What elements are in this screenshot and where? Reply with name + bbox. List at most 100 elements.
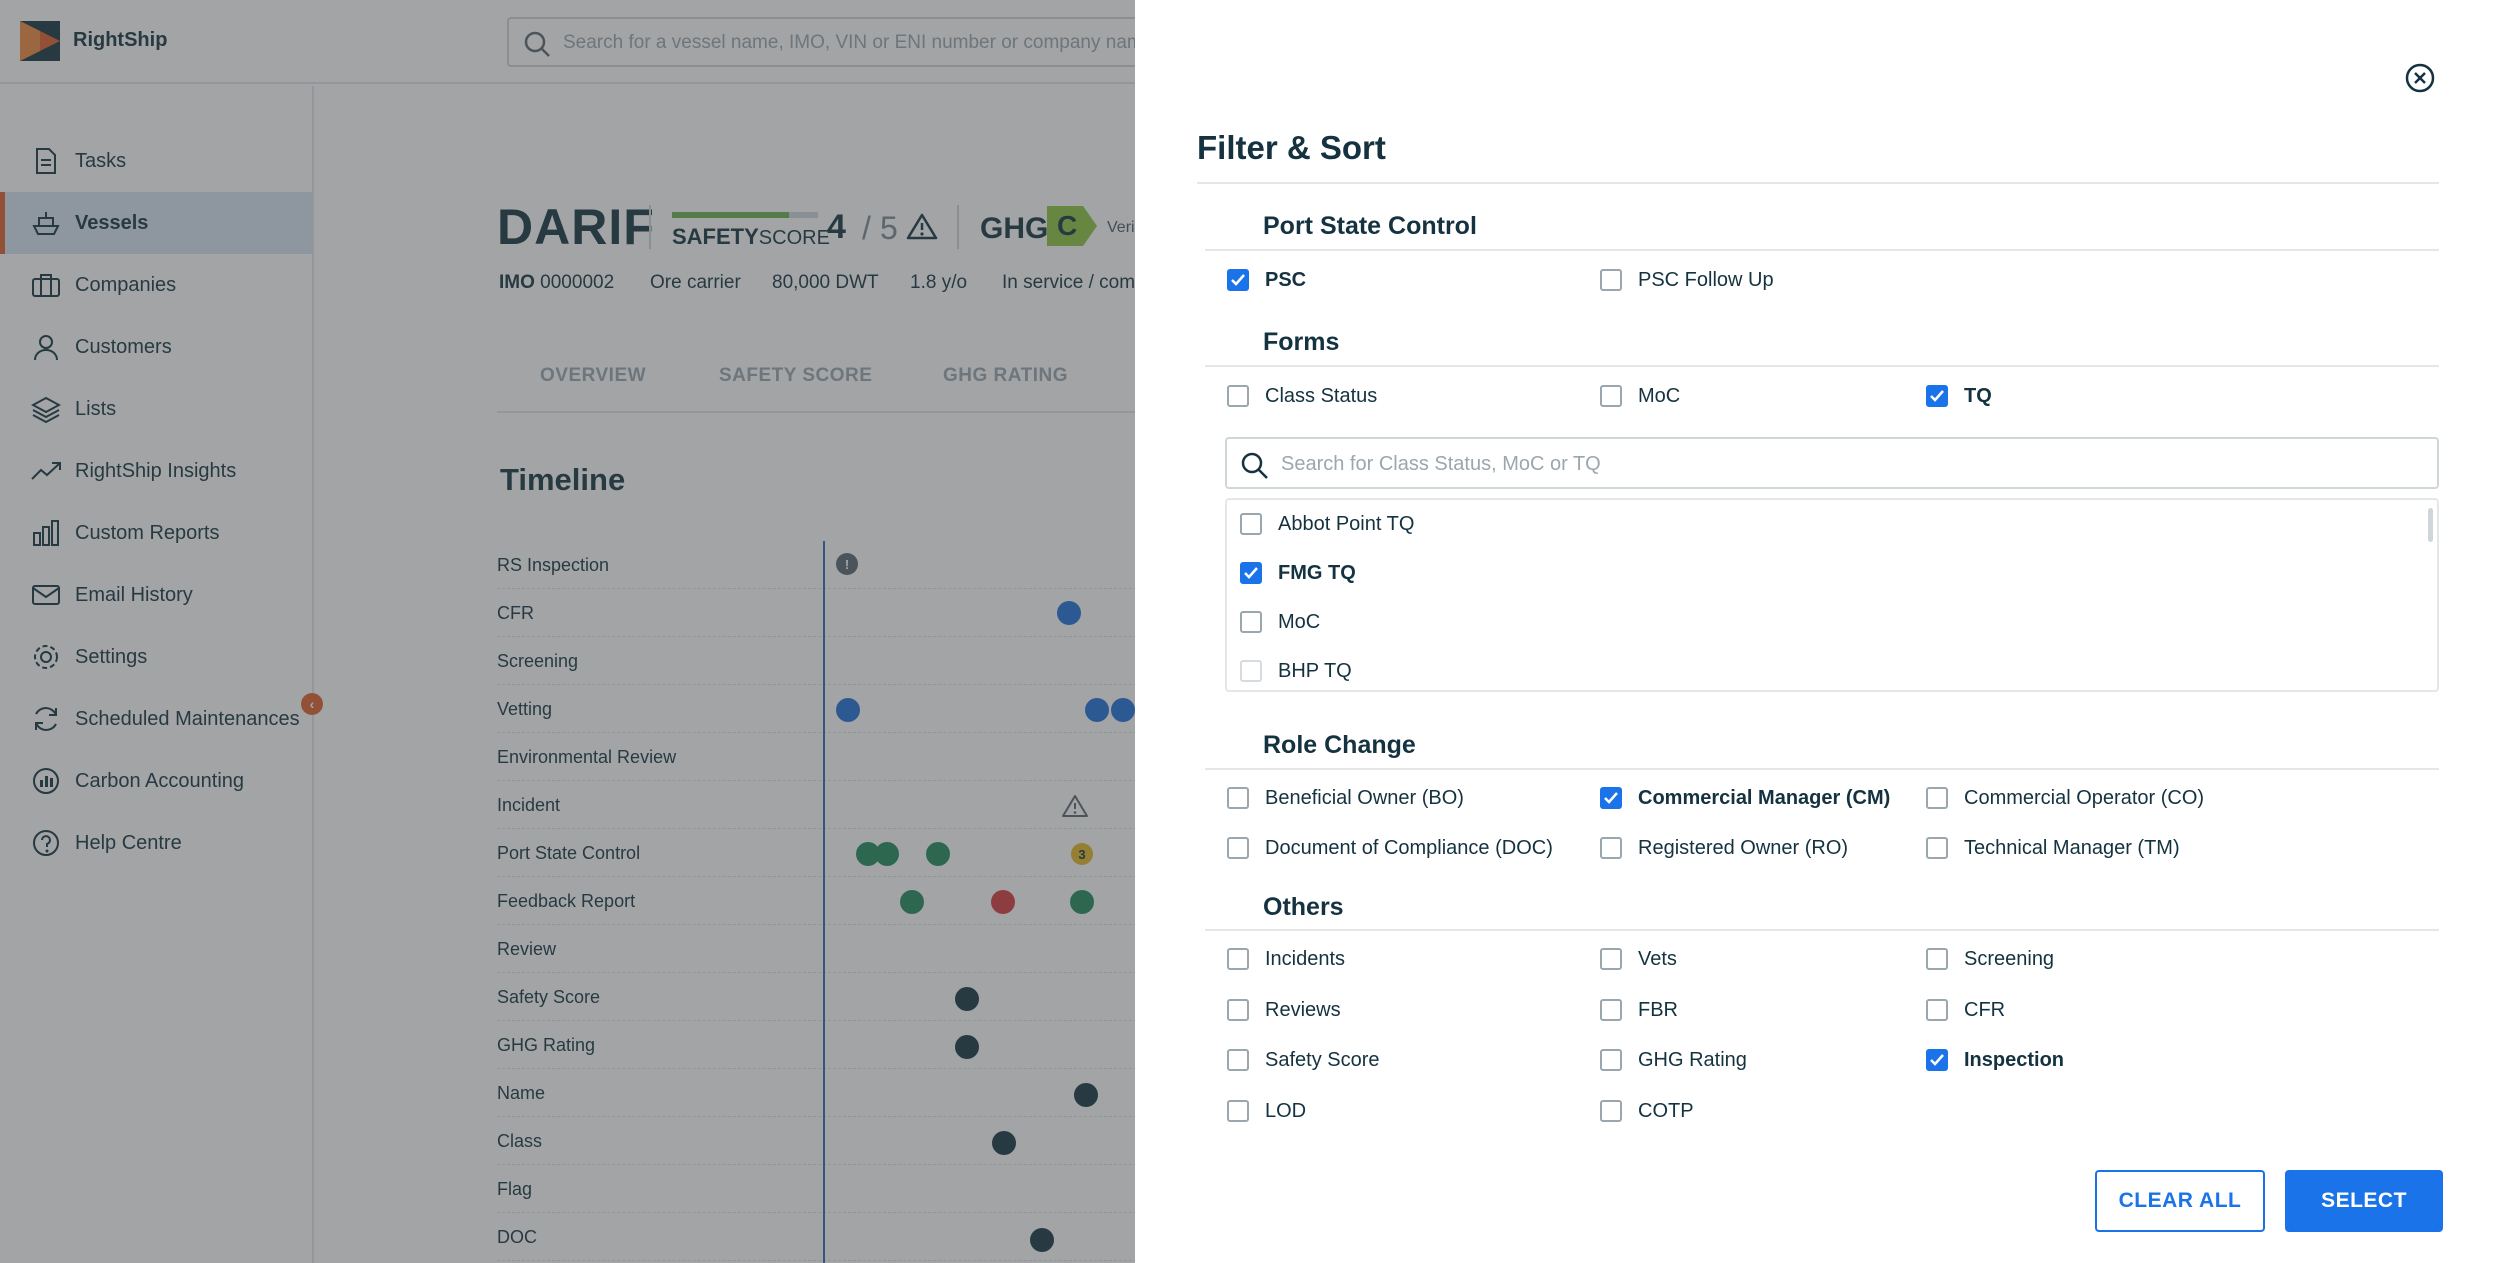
checkbox-vets[interactable]: Vets xyxy=(1600,945,1677,973)
checkbox-cotp[interactable]: COTP xyxy=(1600,1097,1694,1125)
checkbox-box[interactable] xyxy=(1600,948,1622,970)
sidebar-item-companies[interactable]: Companies xyxy=(0,254,312,316)
sidebar-item-label: Companies xyxy=(75,273,177,296)
checkbox-box[interactable] xyxy=(1227,999,1249,1021)
timeline-event-count-badge[interactable]: 3 xyxy=(1071,843,1093,865)
timeline-event[interactable] xyxy=(1070,890,1094,914)
timeline-event-rs-inspection[interactable]: ! xyxy=(836,553,858,575)
checkbox-box[interactable] xyxy=(1600,787,1622,809)
checkbox-commercial-operator[interactable]: Commercial Operator (CO) xyxy=(1926,784,2204,812)
checkbox-box[interactable] xyxy=(1600,269,1622,291)
checkbox-box[interactable] xyxy=(1926,1049,1948,1071)
timeline-event[interactable] xyxy=(992,1131,1016,1155)
checkbox-box[interactable] xyxy=(1227,837,1249,859)
checkbox-box[interactable] xyxy=(1227,948,1249,970)
checkbox-document-of-compliance[interactable]: Document of Compliance (DOC) xyxy=(1227,834,1553,862)
checkbox-fbr[interactable]: FBR xyxy=(1600,996,1678,1024)
list-item-moc[interactable]: MoC xyxy=(1240,608,1320,636)
sidebar-item-vessels[interactable]: Vessels xyxy=(0,192,312,254)
checkbox-box[interactable] xyxy=(1240,660,1262,682)
checkbox-class-status[interactable]: Class Status xyxy=(1227,382,1377,410)
checkbox-cfr[interactable]: CFR xyxy=(1926,996,2005,1024)
list-scrollbar[interactable] xyxy=(2428,508,2433,542)
sidebar-item-scheduled-maintenances[interactable]: Scheduled Maintenances xyxy=(0,688,312,750)
forms-search-input[interactable] xyxy=(1281,450,2381,478)
title-divider xyxy=(1197,182,2439,184)
checkbox-moc[interactable]: MoC xyxy=(1600,382,1680,410)
incident-warning-icon[interactable] xyxy=(1061,794,1089,818)
checkbox-box[interactable] xyxy=(1600,999,1622,1021)
checkbox-box[interactable] xyxy=(1600,1100,1622,1122)
timeline-event[interactable] xyxy=(1057,601,1081,625)
checkbox-box[interactable] xyxy=(1240,562,1262,584)
timeline-row-label: GHG Rating xyxy=(497,1035,596,1055)
sidebar-item-customers[interactable]: Customers xyxy=(0,316,312,378)
checkbox-registered-owner[interactable]: Registered Owner (RO) xyxy=(1600,834,1848,862)
timeline-row: GHG Rating xyxy=(497,1021,1137,1069)
checkbox-lod[interactable]: LOD xyxy=(1227,1097,1306,1125)
checkbox-box[interactable] xyxy=(1227,787,1249,809)
sidebar-item-insights[interactable]: RightShip Insights xyxy=(0,440,312,502)
checkbox-box[interactable] xyxy=(1227,1049,1249,1071)
sidebar-item-carbon-accounting[interactable]: Carbon Accounting xyxy=(0,750,312,812)
sidebar-item-help-centre[interactable]: Help Centre xyxy=(0,812,312,874)
checkbox-box[interactable] xyxy=(1600,385,1622,407)
checkbox-box[interactable] xyxy=(1926,385,1948,407)
safety-score-max: 5 xyxy=(880,210,898,246)
checkbox-box[interactable] xyxy=(1240,611,1262,633)
checkbox-commercial-manager[interactable]: Commercial Manager (CM) xyxy=(1600,784,1890,812)
timeline-event[interactable] xyxy=(900,890,924,914)
checkbox-ghg-rating[interactable]: GHG Rating xyxy=(1600,1046,1747,1074)
close-icon[interactable] xyxy=(2404,62,2436,94)
forms-list[interactable]: Abbot Point TQ FMG TQ MoC BHP TQ xyxy=(1225,498,2439,692)
sidebar-item-email-history[interactable]: Email History xyxy=(0,564,312,626)
select-button[interactable]: SELECT xyxy=(2285,1170,2443,1232)
sidebar-item-custom-reports[interactable]: Custom Reports xyxy=(0,502,312,564)
timeline-row-label: RS Inspection xyxy=(497,555,610,575)
checkbox-box[interactable] xyxy=(1926,837,1948,859)
checkbox-psc[interactable]: PSC xyxy=(1227,266,1306,294)
checkbox-beneficial-owner[interactable]: Beneficial Owner (BO) xyxy=(1227,784,1464,812)
timeline-event[interactable] xyxy=(955,987,979,1011)
timeline-event[interactable] xyxy=(991,890,1015,914)
checkbox-box[interactable] xyxy=(1926,948,1948,970)
list-item-bhp-tq[interactable]: BHP TQ xyxy=(1240,657,1352,685)
checkbox-inspection[interactable]: Inspection xyxy=(1926,1046,2064,1074)
sidebar-item-settings[interactable]: Settings xyxy=(0,626,312,688)
timeline-event[interactable] xyxy=(1074,1083,1098,1107)
sidebar-item-tasks[interactable]: Tasks xyxy=(0,130,312,192)
timeline-event[interactable] xyxy=(875,842,899,866)
checkbox-tq[interactable]: TQ xyxy=(1926,382,1992,410)
sidebar-collapse-button[interactable]: ‹ xyxy=(301,693,323,715)
checkbox-reviews[interactable]: Reviews xyxy=(1227,996,1341,1024)
forms-search[interactable] xyxy=(1225,437,2439,489)
timeline-event[interactable] xyxy=(1111,698,1135,722)
list-item-abbot-point-tq[interactable]: Abbot Point TQ xyxy=(1240,510,1414,538)
list-item-fmg-tq[interactable]: FMG TQ xyxy=(1240,559,1356,587)
checkbox-box[interactable] xyxy=(1227,1100,1249,1122)
timeline-event[interactable] xyxy=(836,698,860,722)
checkbox-technical-manager[interactable]: Technical Manager (TM) xyxy=(1926,834,2180,862)
checkbox-box[interactable] xyxy=(1600,837,1622,859)
checkbox-safety-score[interactable]: Safety Score xyxy=(1227,1046,1380,1074)
timeline-event[interactable] xyxy=(1085,698,1109,722)
timeline-event[interactable] xyxy=(926,842,950,866)
tab-ghg-rating[interactable]: GHG RATING xyxy=(943,365,1068,386)
sidebar-item-lists[interactable]: Lists xyxy=(0,378,312,440)
checkbox-box[interactable] xyxy=(1240,513,1262,535)
checkbox-psc-follow-up[interactable]: PSC Follow Up xyxy=(1600,266,1774,294)
modal-backdrop[interactable] xyxy=(0,0,1135,1263)
checkbox-screening[interactable]: Screening xyxy=(1926,945,2054,973)
timeline-event[interactable] xyxy=(1030,1228,1054,1252)
tab-safety-score[interactable]: SAFETY SCORE xyxy=(719,365,873,386)
checkbox-box[interactable] xyxy=(1926,999,1948,1021)
checkbox-incidents[interactable]: Incidents xyxy=(1227,945,1345,973)
vessel-status: In service / com xyxy=(1002,272,1136,293)
timeline-event[interactable] xyxy=(955,1035,979,1059)
checkbox-box[interactable] xyxy=(1227,385,1249,407)
checkbox-box[interactable] xyxy=(1227,269,1249,291)
checkbox-box[interactable] xyxy=(1926,787,1948,809)
checkbox-box[interactable] xyxy=(1600,1049,1622,1071)
clear-all-button[interactable]: CLEAR ALL xyxy=(2095,1170,2265,1232)
tab-overview[interactable]: OVERVIEW xyxy=(540,365,647,386)
